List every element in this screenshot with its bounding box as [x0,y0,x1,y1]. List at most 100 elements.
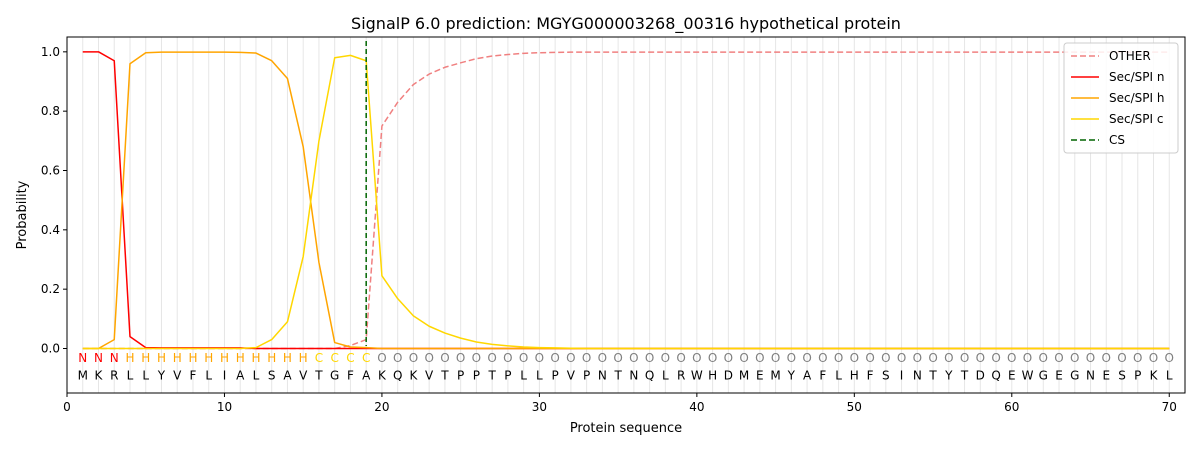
y-tick-label: 0.6 [41,164,60,178]
region-label: O [424,351,433,365]
region-label: H [220,351,229,365]
x-tick-label: 60 [1004,400,1019,414]
residue-label: V [299,369,308,383]
region-label: C [346,351,354,365]
residue-label: L [253,369,260,383]
residue-label: E [1008,369,1016,383]
residue-label: H [708,369,717,383]
region-label: O [676,351,685,365]
region-label: H [125,351,134,365]
series-line-sec-spi-n [82,51,1170,350]
region-label: O [1133,351,1142,365]
region-label: O [928,351,937,365]
residue-label: P [583,369,590,383]
x-axis-label: Protein sequence [570,421,682,436]
residue-label: R [677,369,685,383]
region-label: O [897,351,906,365]
residue-label: P [457,369,464,383]
residue-label: M [770,369,780,383]
x-tick-label: 10 [217,400,232,414]
residue-label: L [536,369,543,383]
residue-label: Y [157,369,166,383]
legend-box [1063,42,1179,154]
region-label: O [645,351,654,365]
region-label: O [1070,351,1079,365]
region-label: O [1007,351,1016,365]
residue-label: M [78,369,88,383]
residue-label: W [1022,369,1034,383]
residue-label: L [127,369,134,383]
y-axis-label: Probability [15,180,30,249]
residue-label: Y [944,369,953,383]
region-label: O [991,351,1000,365]
y-tick-label: 0.8 [41,104,60,118]
residue-label: D [976,369,985,383]
x-tick-label: 40 [689,400,704,414]
residue-label: V [173,369,182,383]
residue-label: R [110,369,118,383]
residue-label: T [960,369,969,383]
residue-label: N [598,369,607,383]
region-label: O [629,351,638,365]
residue-label: F [190,369,197,383]
region-label: O [865,351,874,365]
x-axis: 0 10 20 30 40 50 60 70 [63,393,1177,414]
y-tick-label: 0.0 [41,342,60,356]
residue-label: N [1086,369,1095,383]
region-label: O [487,351,496,365]
x-tick-label: 20 [374,400,389,414]
region-label: O [881,351,890,365]
region-label: O [519,351,528,365]
region-label: O [692,351,701,365]
region-label: O [582,351,591,365]
residue-label: A [803,369,812,383]
x-tick-label: 30 [532,400,547,414]
x-tick-label: 70 [1162,400,1177,414]
region-label: O [566,351,575,365]
region-label: O [377,351,386,365]
residue-label: P [1134,369,1141,383]
y-tick-label: 1.0 [41,45,60,59]
residue-label: S [882,369,890,383]
region-label: O [1117,351,1126,365]
y-axis: 0.0 0.2 0.4 0.6 0.8 1.0 [41,45,67,356]
region-label: O [960,351,969,365]
residue-label: V [425,369,434,383]
residue-label: A [362,369,371,383]
residue-label: S [1118,369,1126,383]
residue-label: T [613,369,622,383]
region-label: H [251,351,260,365]
plot-frame [66,36,1186,394]
residue-label: Q [991,369,1000,383]
region-label: O [472,351,481,365]
residue-label: P [504,369,511,383]
region-label: O [613,351,622,365]
region-label: O [818,351,827,365]
region-label: O [550,351,559,365]
region-label: O [755,351,764,365]
region-label: O [409,351,418,365]
region-label: O [913,351,922,365]
residue-label: P [552,369,559,383]
y-tick-label: 0.4 [41,223,60,237]
residue-label: G [1070,369,1079,383]
region-label: H [299,351,308,365]
region-label: O [1102,351,1111,365]
region-label: H [267,351,276,365]
region-label: O [802,351,811,365]
residue-label: Q [393,369,402,383]
residue-label: I [223,369,227,383]
region-label: O [393,351,402,365]
residue-label: E [1102,369,1110,383]
x-tick-label: 50 [847,400,862,414]
residue-label: I [900,369,904,383]
region-label: H [204,351,213,365]
residue-label: L [205,369,212,383]
region-label: O [771,351,780,365]
region-label: C [330,351,338,365]
residue-label: E [1055,369,1063,383]
region-label: O [739,351,748,365]
residue-label: S [268,369,276,383]
residue-label: E [756,369,764,383]
plot-area: NMNKNRHLHLHYHVHFHLHIHAHLHSHAHVCTCGCFCAOK… [78,37,1174,393]
